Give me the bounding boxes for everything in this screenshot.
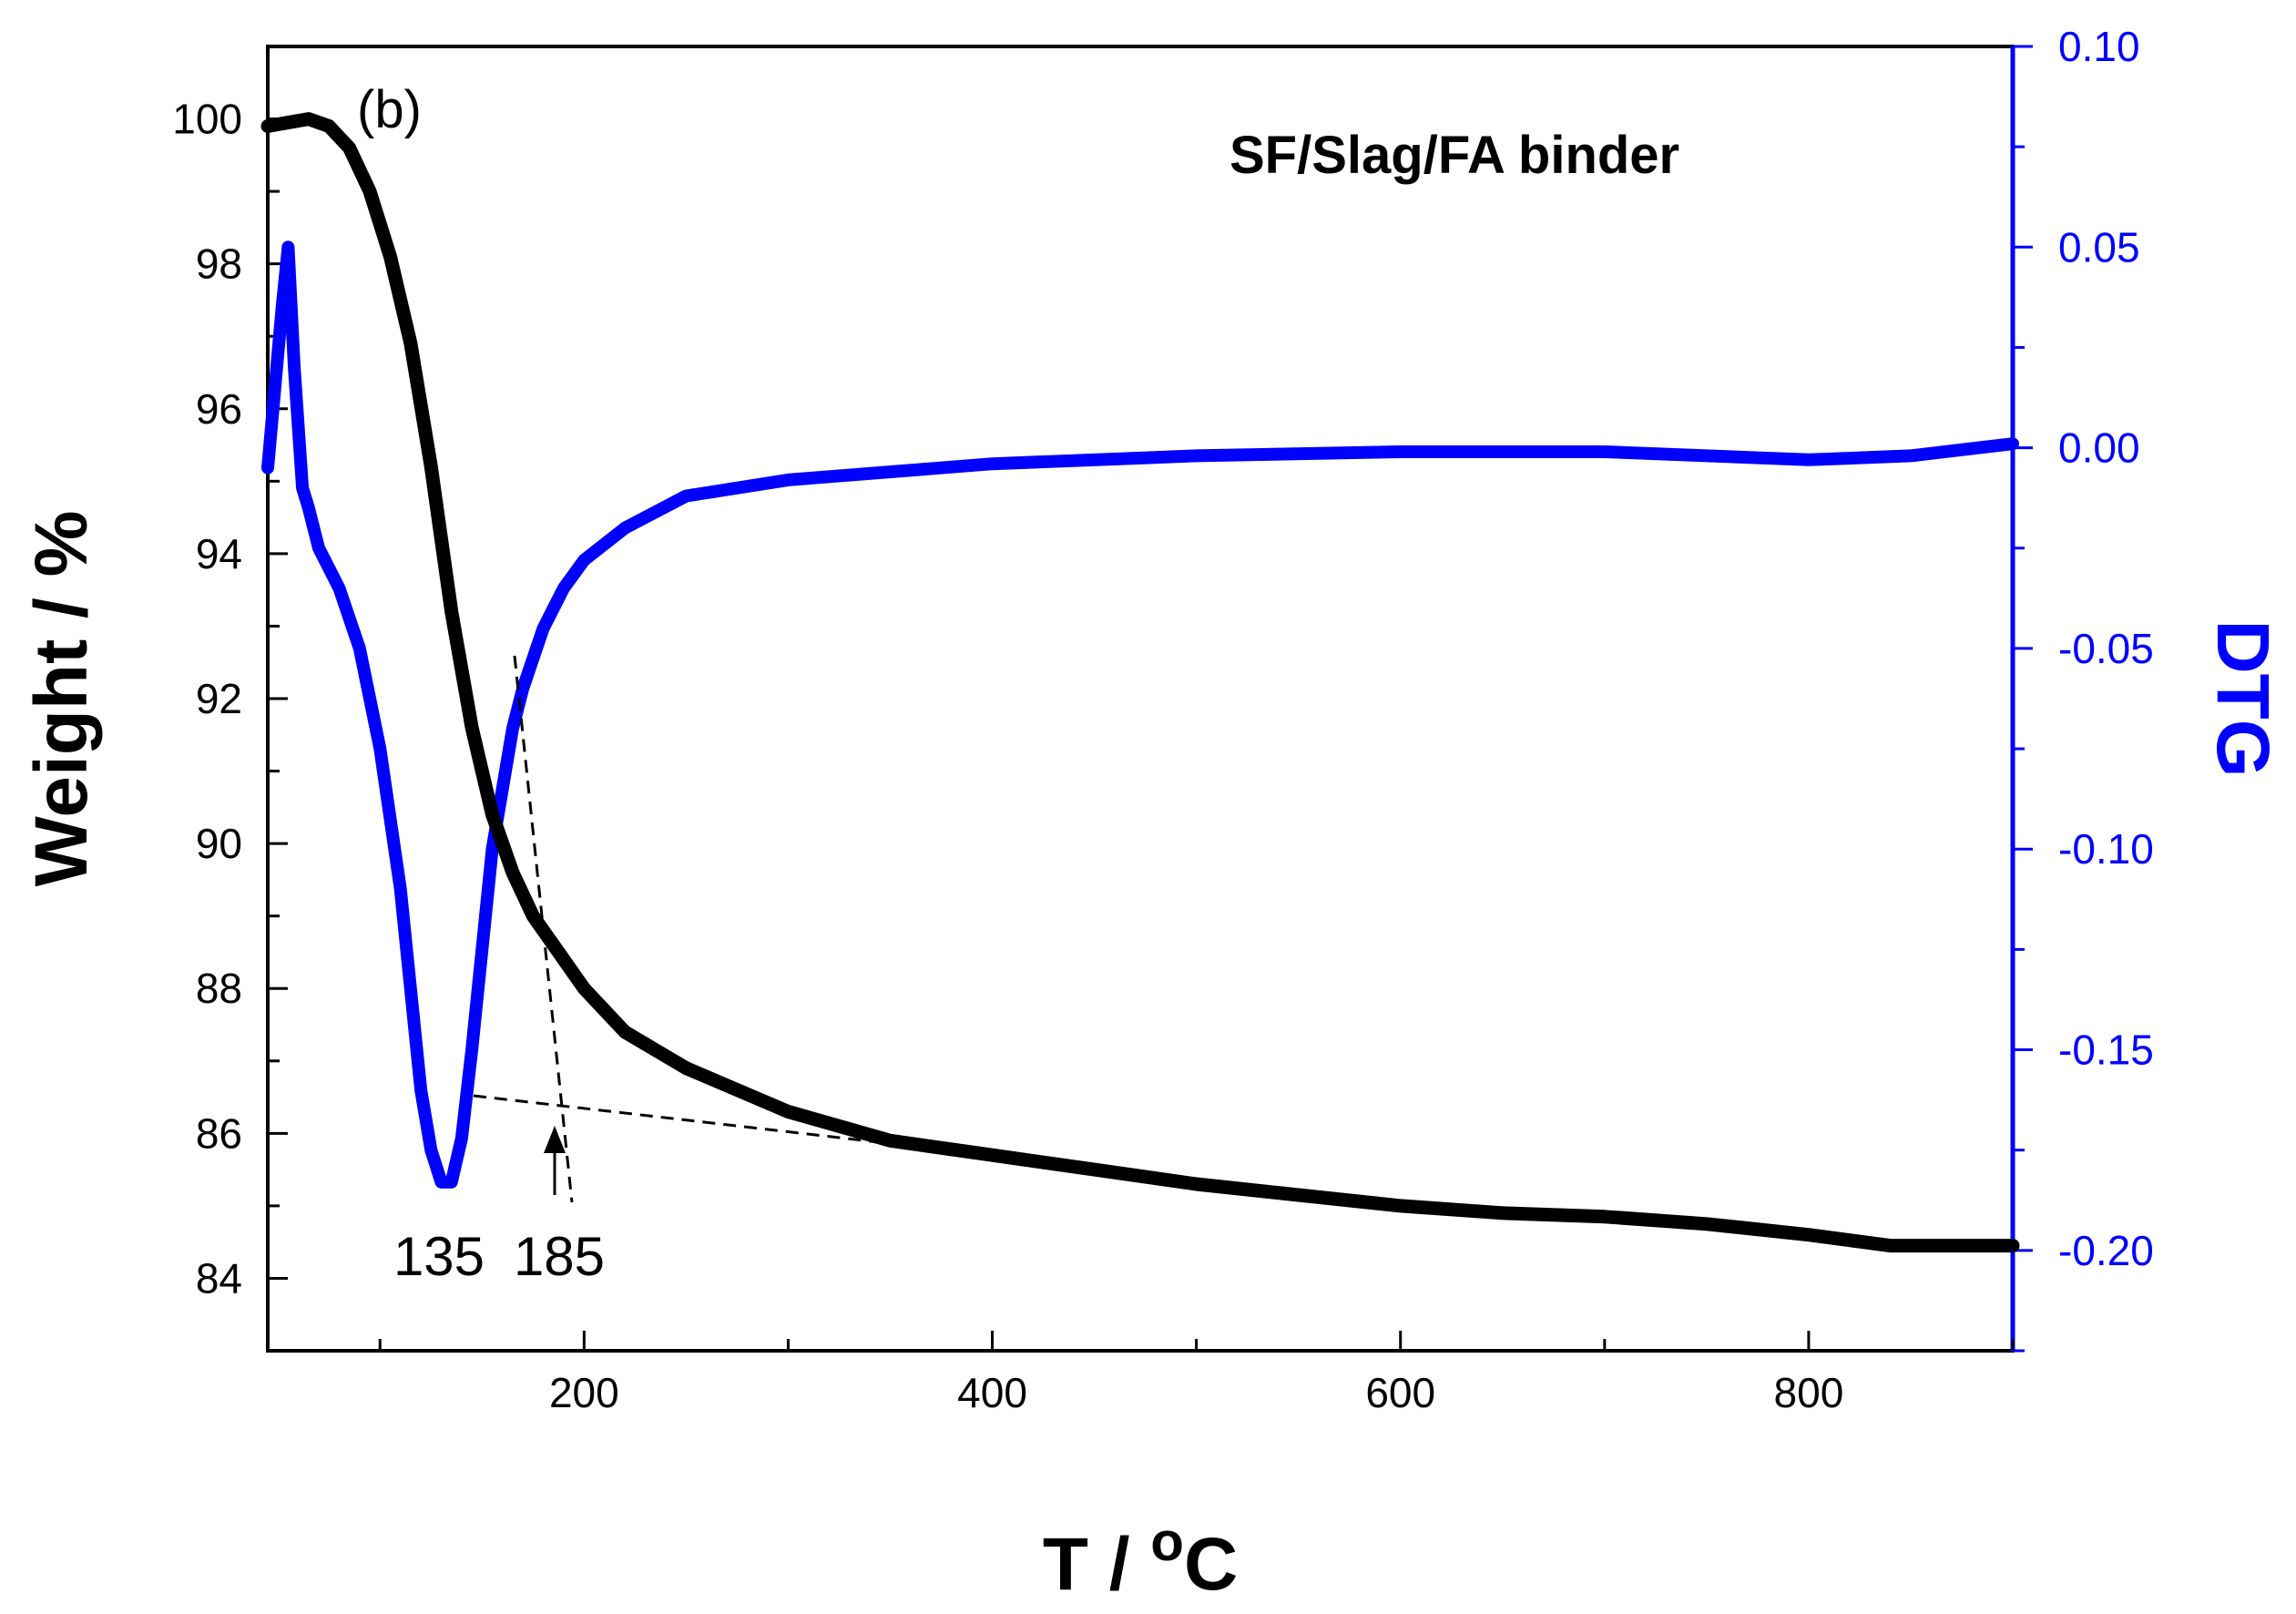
left-tick-label: 88 — [196, 965, 242, 1012]
x-axis-title: T / oC — [1043, 1511, 1238, 1606]
x-tick-label: 800 — [1774, 1369, 1844, 1416]
right-tick-label: -0.05 — [2058, 625, 2154, 672]
right-axis-ticks: -0.20 -0.15 -0.10 -0.05 0.00 0.05 0.10 — [2013, 23, 2154, 1353]
annotation-arrow — [544, 1126, 566, 1195]
left-tick-label: 100 — [172, 96, 242, 143]
dtg-series-line — [261, 240, 2019, 1189]
right-tick-label: 0.10 — [2058, 23, 2140, 70]
right-tick-label: -0.20 — [2058, 1227, 2154, 1274]
left-tick-label: 90 — [196, 820, 242, 867]
plot-area-frame — [266, 45, 2015, 1353]
left-tick-label: 86 — [196, 1109, 242, 1157]
x-tick-label: 400 — [957, 1369, 1027, 1416]
left-axis-ticks: 84 86 88 90 92 94 96 98 100 — [172, 96, 288, 1302]
x-tick-label: 600 — [1365, 1369, 1435, 1416]
right-tick-label: 0.05 — [2058, 223, 2140, 271]
left-tick-label: 98 — [196, 240, 242, 288]
right-tick-label: 0.00 — [2058, 424, 2140, 472]
right-axis-title: DTG — [2201, 619, 2284, 777]
annotation-135: 135 — [393, 1226, 485, 1287]
weight-series-line — [260, 112, 2020, 1253]
baseline-line — [473, 1094, 975, 1155]
left-tick-label: 92 — [196, 675, 242, 722]
left-tick-label: 96 — [196, 385, 242, 433]
left-tick-label: 94 — [196, 530, 242, 577]
annotation-185: 185 — [514, 1226, 605, 1287]
series-layer — [260, 112, 2020, 1253]
left-axis-title: Weight / % — [20, 510, 103, 886]
panel-label: (b) — [357, 80, 422, 139]
tangent-line — [513, 655, 574, 1203]
right-tick-label: -0.15 — [2058, 1027, 2154, 1074]
construction-lines — [473, 655, 975, 1203]
x-axis-ticks: 200 400 600 800 — [378, 1331, 2015, 1416]
x-tick-label: 200 — [549, 1369, 619, 1416]
left-tick-label: 84 — [196, 1254, 242, 1302]
right-tick-label: -0.10 — [2058, 825, 2154, 873]
chart-title: SF/Slag/FA binder — [1230, 126, 1679, 185]
